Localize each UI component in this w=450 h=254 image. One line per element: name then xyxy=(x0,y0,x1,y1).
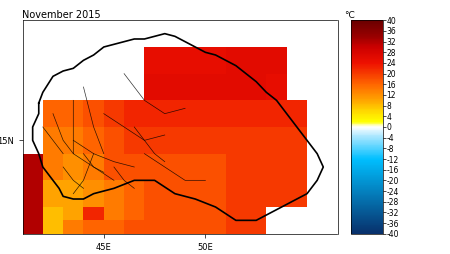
Bar xyxy=(83,154,104,180)
Bar xyxy=(83,207,104,234)
Bar xyxy=(205,127,226,154)
Bar xyxy=(185,180,205,207)
Bar xyxy=(83,220,104,247)
Bar xyxy=(22,207,43,234)
Bar xyxy=(165,180,185,207)
Bar xyxy=(287,100,307,127)
Bar xyxy=(63,180,83,207)
Bar xyxy=(43,154,63,180)
Bar xyxy=(226,154,246,180)
Bar xyxy=(63,154,83,180)
Bar xyxy=(124,154,144,180)
Bar xyxy=(22,180,43,207)
Bar xyxy=(185,74,205,100)
Bar xyxy=(185,207,205,234)
Bar xyxy=(266,74,287,100)
Bar xyxy=(104,220,124,247)
Bar xyxy=(246,74,266,100)
Bar xyxy=(43,220,63,247)
Bar xyxy=(22,154,43,180)
Bar xyxy=(266,127,287,154)
Bar xyxy=(124,220,144,247)
Bar xyxy=(246,127,266,154)
Bar xyxy=(63,127,83,154)
Bar xyxy=(43,100,63,127)
Bar xyxy=(205,207,226,234)
Bar xyxy=(185,154,205,180)
Bar xyxy=(287,154,307,180)
Bar xyxy=(165,207,185,234)
Bar xyxy=(246,154,266,180)
Bar xyxy=(287,127,307,154)
Bar xyxy=(144,154,165,180)
Bar xyxy=(63,207,83,234)
Bar xyxy=(63,220,83,247)
Bar xyxy=(205,100,226,127)
Bar xyxy=(185,100,205,127)
Bar xyxy=(205,154,226,180)
Bar xyxy=(144,127,165,154)
Bar xyxy=(226,74,246,100)
Bar xyxy=(246,207,266,234)
Bar xyxy=(144,100,165,127)
Bar xyxy=(104,180,124,207)
Bar xyxy=(266,180,287,207)
Bar xyxy=(226,180,246,207)
Text: November 2015: November 2015 xyxy=(22,10,101,20)
Bar xyxy=(185,127,205,154)
Bar xyxy=(246,47,266,74)
Bar xyxy=(144,74,165,100)
Bar xyxy=(205,47,226,74)
Bar xyxy=(266,47,287,74)
Bar xyxy=(226,207,246,234)
Bar xyxy=(43,207,63,234)
Bar xyxy=(83,127,104,154)
Bar xyxy=(246,180,266,207)
Bar xyxy=(266,100,287,127)
Bar xyxy=(63,100,83,127)
Bar xyxy=(104,100,124,127)
Bar xyxy=(165,154,185,180)
Bar xyxy=(144,180,165,207)
Bar xyxy=(165,47,185,74)
Bar xyxy=(144,47,165,74)
Bar xyxy=(165,100,185,127)
Bar xyxy=(226,47,246,74)
Bar xyxy=(124,127,144,154)
Bar xyxy=(165,74,185,100)
Bar xyxy=(185,47,205,74)
Bar xyxy=(83,100,104,127)
Bar xyxy=(124,100,144,127)
Bar xyxy=(124,207,144,234)
Text: °C: °C xyxy=(344,11,355,20)
Bar xyxy=(226,100,246,127)
Bar xyxy=(104,154,124,180)
Bar xyxy=(104,127,124,154)
Bar xyxy=(226,127,246,154)
Bar xyxy=(83,180,104,207)
Bar xyxy=(104,207,124,234)
Bar xyxy=(205,74,226,100)
Bar xyxy=(266,154,287,180)
Bar xyxy=(246,100,266,127)
Bar xyxy=(287,180,307,207)
Bar xyxy=(43,180,63,207)
Bar xyxy=(43,127,63,154)
Bar xyxy=(165,127,185,154)
Bar xyxy=(124,180,144,207)
Bar xyxy=(144,207,165,234)
Bar xyxy=(205,180,226,207)
